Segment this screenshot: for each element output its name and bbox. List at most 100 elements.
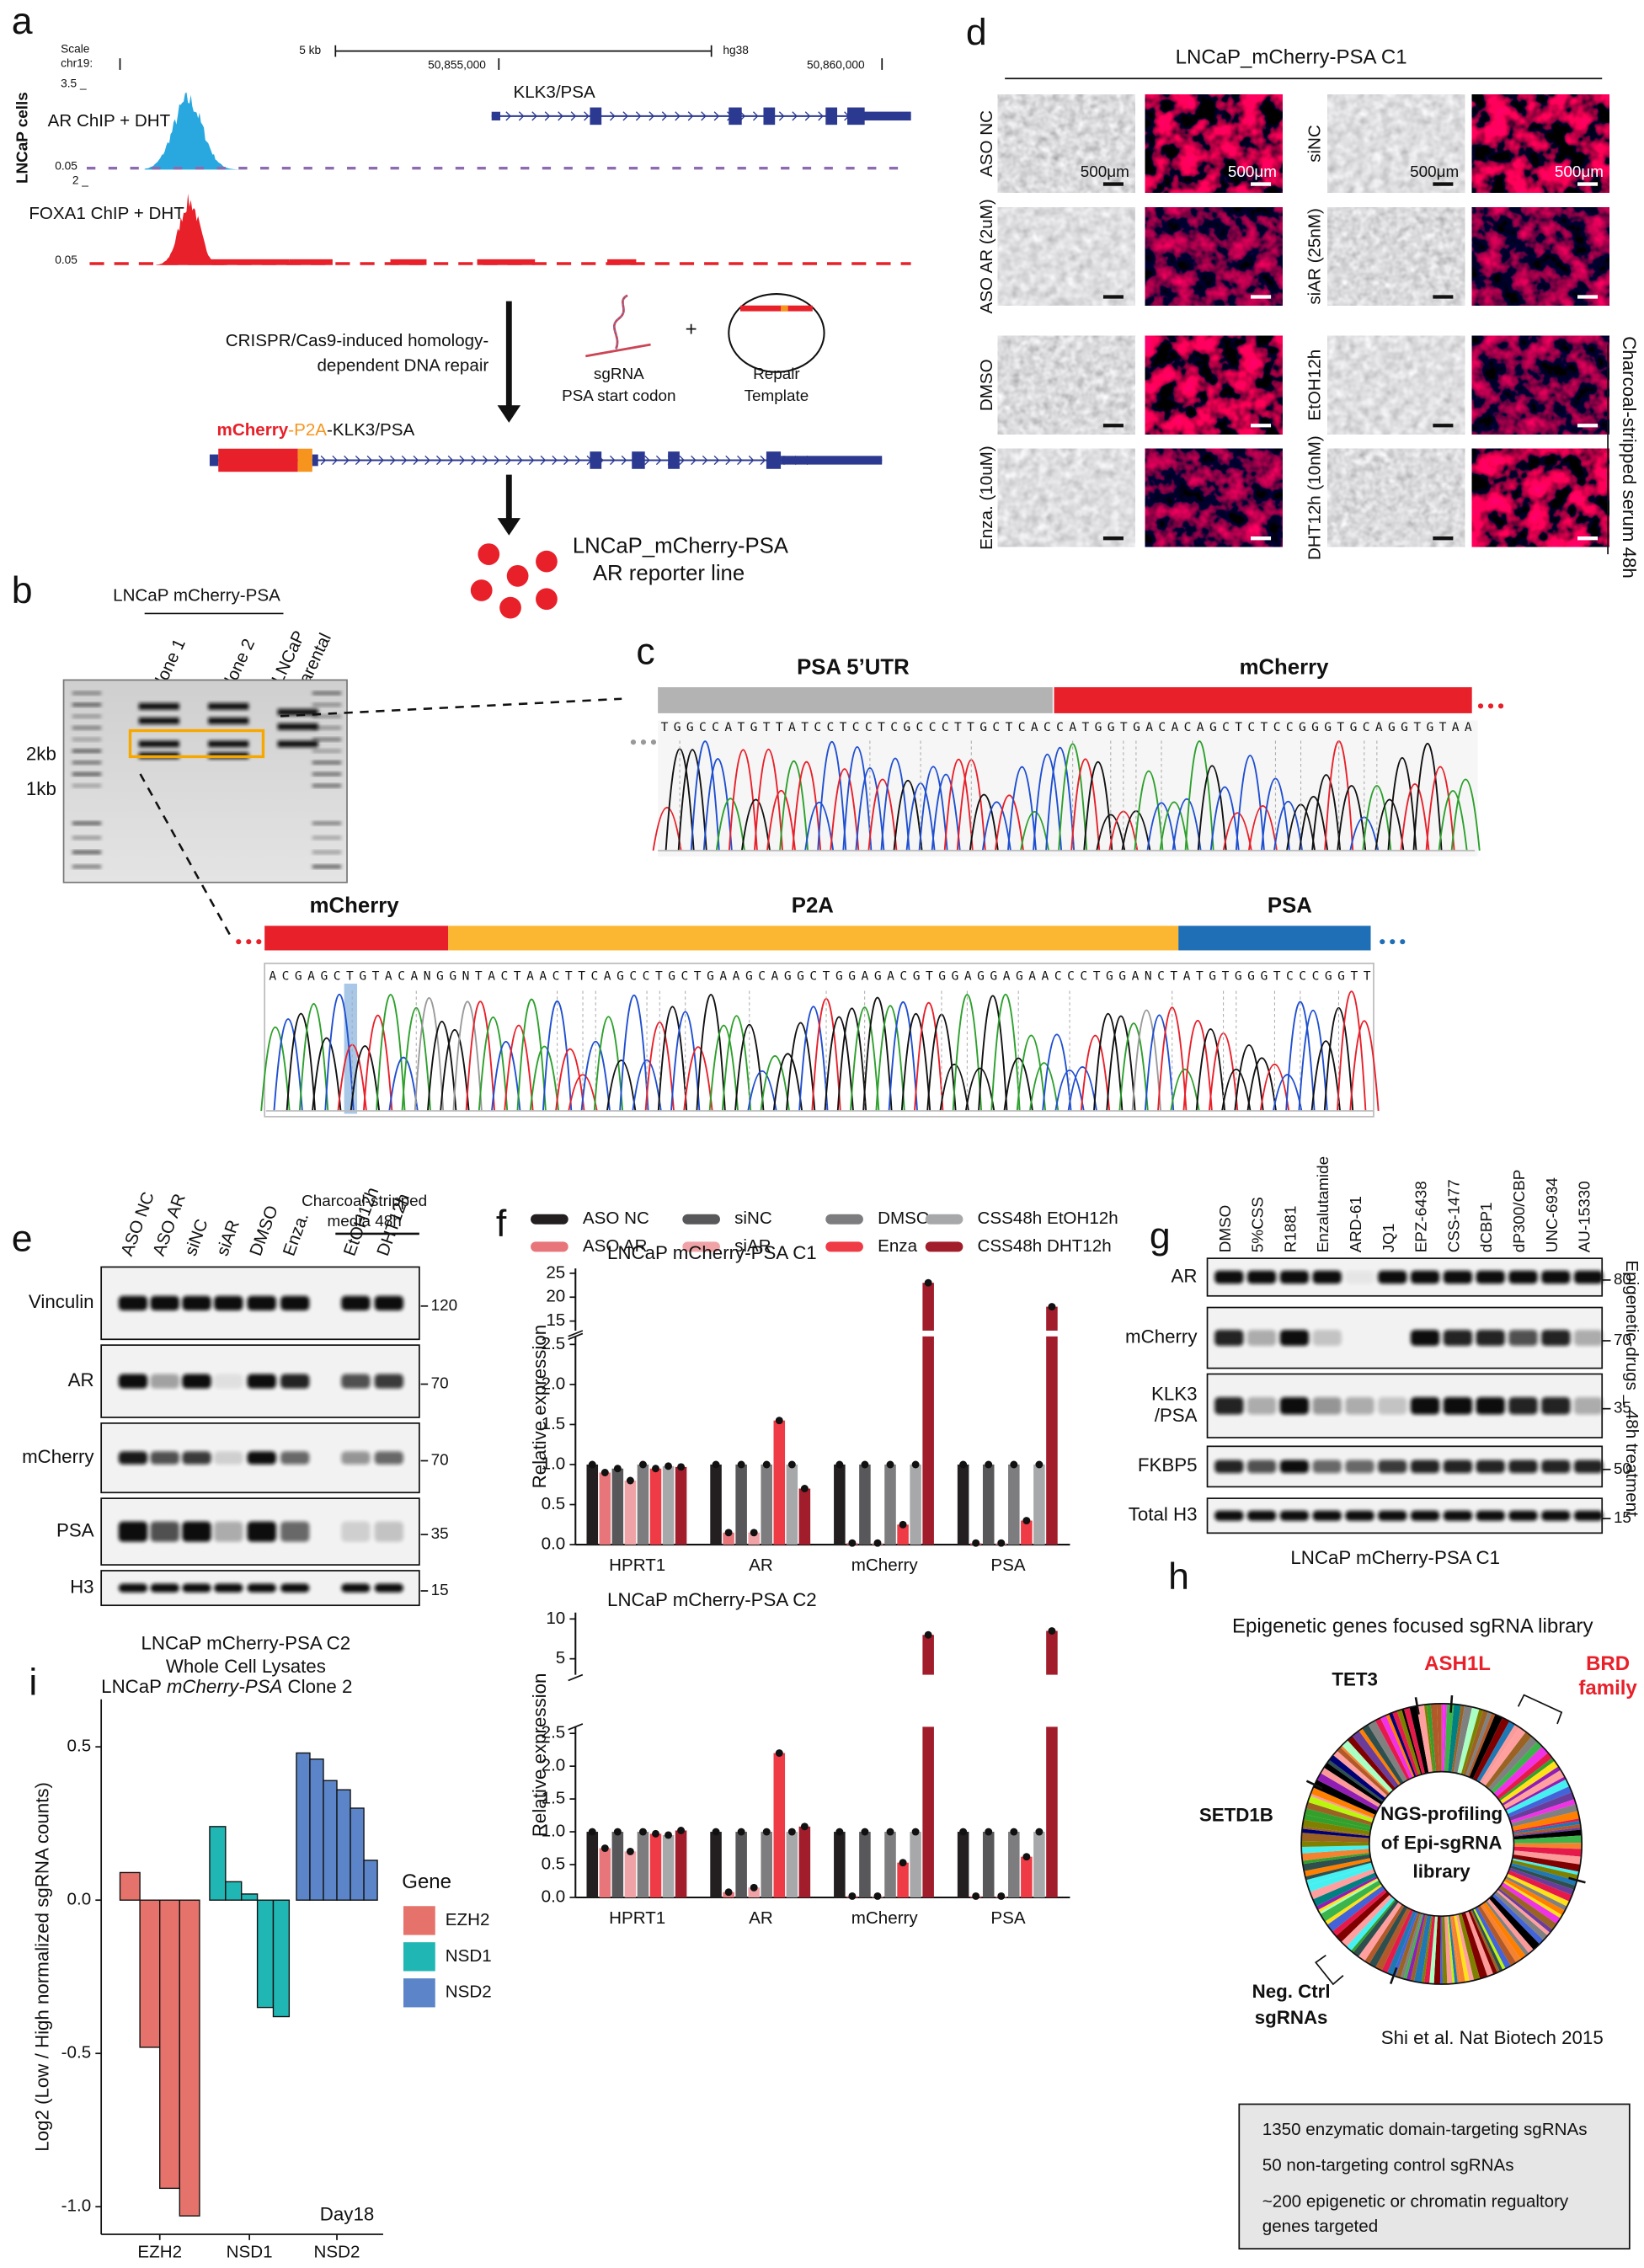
chip-signal xyxy=(477,259,536,265)
bar xyxy=(350,1807,365,1901)
blot-band xyxy=(280,1295,310,1310)
bar xyxy=(786,1832,798,1897)
library-segment xyxy=(1374,1717,1411,1780)
trace-peak xyxy=(862,996,893,1112)
plasmid-insert xyxy=(781,305,788,312)
trace-peak xyxy=(766,790,797,851)
intron-arrow xyxy=(471,455,477,466)
blot-band xyxy=(1246,1330,1277,1347)
bar xyxy=(1008,1832,1020,1897)
trace-peak xyxy=(824,1016,854,1112)
trace-peak xyxy=(1425,766,1455,851)
trace-peak xyxy=(324,993,355,1112)
library-segment xyxy=(1301,1828,1370,1838)
ladder-band xyxy=(312,702,342,707)
trace-peak xyxy=(465,1001,495,1112)
bar xyxy=(735,1832,747,1897)
blot-band xyxy=(214,1451,243,1465)
trace-peak xyxy=(792,760,822,851)
library-segment xyxy=(1513,1818,1580,1833)
trace-peak xyxy=(939,1064,969,1112)
ladder-band xyxy=(72,714,102,718)
bar xyxy=(1021,1520,1033,1545)
label: DHT12h (10nM) xyxy=(1305,435,1325,560)
label: 70 xyxy=(431,1451,449,1469)
label: + xyxy=(686,318,697,340)
library-segment xyxy=(1409,1705,1429,1774)
label: 35 xyxy=(431,1525,449,1543)
trace-peak xyxy=(994,794,1024,851)
blot-band xyxy=(150,1374,179,1389)
x-tick-label: AR xyxy=(749,1908,773,1928)
trace-peak xyxy=(1412,743,1443,851)
library-segment xyxy=(1461,1912,1488,1979)
legend-swatch xyxy=(403,1906,435,1935)
blot-band xyxy=(247,1451,276,1465)
legend-label: CSS48h EtOH12h xyxy=(978,1209,1118,1228)
bar-cap xyxy=(775,1749,783,1758)
ladder-band xyxy=(72,691,102,695)
library-segment xyxy=(1341,1894,1393,1947)
library-segment xyxy=(1513,1829,1582,1840)
exon xyxy=(763,107,776,125)
library-segment xyxy=(1346,1897,1396,1951)
ladder-band xyxy=(312,714,342,718)
legend-swatch xyxy=(825,1241,863,1252)
label: NGS-profiling xyxy=(1380,1803,1503,1824)
trace-peak xyxy=(849,1006,880,1112)
library-segment xyxy=(1470,1909,1500,1973)
label: mCherry xyxy=(1125,1326,1198,1347)
bar-cap xyxy=(873,1539,882,1547)
bar xyxy=(139,1899,161,2048)
library-segment xyxy=(1304,1858,1372,1877)
label: CSS-1477 xyxy=(1445,1179,1463,1252)
library-segment xyxy=(1494,1891,1548,1940)
label: Enza. (10uM) xyxy=(977,446,996,550)
label: ARD-61 xyxy=(1348,1196,1365,1252)
x-tick-label: mCherry xyxy=(851,1908,919,1928)
bar xyxy=(859,1464,871,1545)
chip-peak xyxy=(144,92,239,170)
bar xyxy=(675,1830,687,1897)
micrograph-phase xyxy=(1326,334,1465,435)
chart-title: LNCaP mCherry-PSA Clone 2 xyxy=(101,1676,352,1697)
trace-peak xyxy=(652,807,682,851)
trace-peak xyxy=(491,1040,521,1112)
label: 3.5 _ xyxy=(61,77,87,90)
bar-cap xyxy=(924,1278,932,1287)
blot-band xyxy=(1541,1510,1571,1521)
library-segment xyxy=(1325,1884,1383,1925)
bar xyxy=(710,1832,722,1897)
y-tick-label: 2.5 xyxy=(542,1334,566,1353)
legend-swatch xyxy=(925,1214,963,1225)
bar-cap xyxy=(1048,1303,1056,1311)
library-segment xyxy=(1389,1712,1417,1777)
chip-signal xyxy=(390,259,427,265)
label: chr19: xyxy=(61,57,93,70)
intron-arrow xyxy=(531,111,537,121)
library-segment xyxy=(1506,1873,1570,1907)
trace-peak xyxy=(1450,778,1481,851)
trace-peak xyxy=(952,994,983,1112)
trace-peak xyxy=(914,1002,944,1112)
panel-label: b xyxy=(12,570,33,611)
y-tick-label: 10 xyxy=(546,1609,565,1628)
bar-cap xyxy=(959,1828,968,1836)
cell-dot xyxy=(470,579,493,601)
trace-peak xyxy=(804,802,835,851)
blot-band xyxy=(1476,1396,1505,1415)
trace-peak xyxy=(593,1016,624,1112)
y-tick-label: 5 xyxy=(556,1648,565,1668)
trace-peak xyxy=(670,1011,701,1112)
label: TET3 xyxy=(1332,1668,1378,1689)
trace-peak xyxy=(1260,777,1290,851)
trace-peak xyxy=(943,758,974,851)
library-segment xyxy=(1476,1721,1515,1783)
ladder-band xyxy=(312,851,342,854)
library-segment xyxy=(1513,1850,1582,1865)
intron-arrow xyxy=(570,111,577,121)
intron-arrow xyxy=(366,455,373,466)
library-segment xyxy=(1423,1704,1434,1773)
ellipsis-dot xyxy=(640,739,647,745)
library-segment xyxy=(1332,1750,1388,1799)
